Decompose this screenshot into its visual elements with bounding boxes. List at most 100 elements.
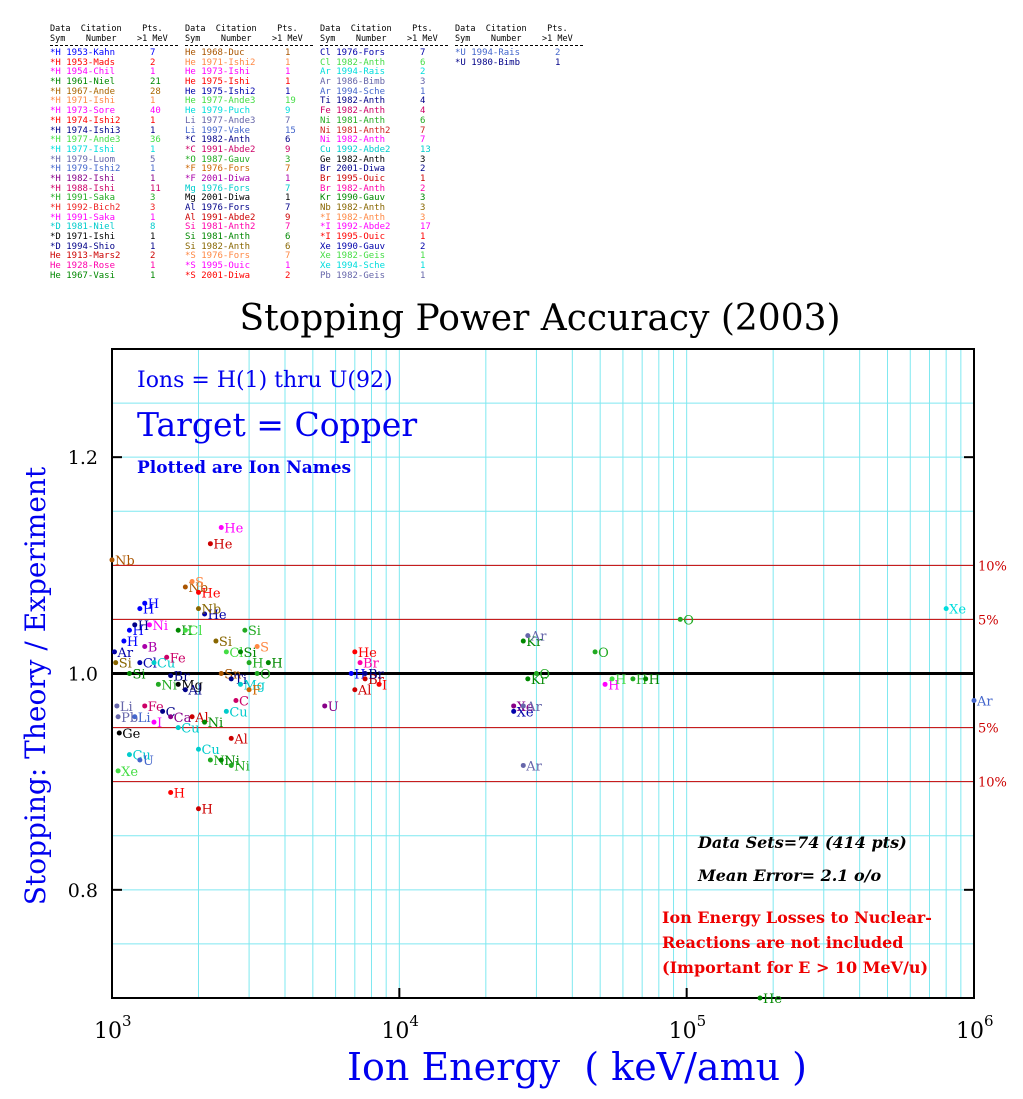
legend-entry-points: 13: [420, 144, 431, 155]
data-point-marker: [175, 627, 181, 633]
legend-entry-points: 2: [420, 164, 426, 175]
legend-header-line2: Sym Number >1 MeV: [50, 34, 168, 44]
legend-entry-points: 7: [285, 164, 291, 175]
x-tick-label: 10 3: [94, 1012, 132, 1044]
data-point: Xe: [943, 603, 966, 618]
data-point-marker: [352, 649, 358, 655]
legend-column: Data Citation Pts. Sym Number >1 MeV *H …: [50, 24, 182, 282]
data-point-marker: [228, 735, 234, 741]
data-point-label: Al: [233, 732, 248, 747]
data-point-label: Ar: [530, 630, 547, 645]
legend-entry-points: 1: [150, 173, 156, 184]
legend-rows: *H 1953-Kahn 7 *H 1953-Mads 2 *H 1954-Chil 1 *…: [50, 48, 182, 282]
legend-entry-label: *H 1979-Ishi2: [50, 164, 121, 175]
legend-entry-points: 19: [285, 96, 296, 107]
data-point: He: [757, 992, 782, 1007]
legend-entry-label: *F 2001-Diwa: [185, 173, 251, 184]
legend-entry: *H 1974-Ishi2 1: [50, 115, 182, 127]
x-tick-base: 10: [381, 1019, 409, 1044]
data-point: Kr: [520, 635, 543, 650]
data-point-label: Cu: [201, 743, 219, 758]
data-point: H: [602, 678, 619, 693]
data-point-marker: [223, 708, 229, 714]
data-point: O: [533, 668, 550, 683]
data-point-label: Xe: [121, 765, 138, 780]
data-point: H: [137, 603, 154, 618]
legend-entry-points: 1: [420, 261, 426, 272]
legend-rows: *U 1994-Rais 2 *U 1980-Bimb 1: [455, 48, 587, 69]
legend-entry-label: *U 1994-Rais: [455, 48, 521, 58]
legend-entry-points: 7: [285, 203, 291, 213]
legend-entry-points: 6: [285, 232, 291, 243]
legend-entry: Br 1995-Ouic 1: [320, 174, 452, 185]
legend-header-line1: Data Citation Pts.: [50, 24, 163, 34]
legend-entry-points: 1: [285, 173, 291, 184]
data-point: Br: [357, 657, 380, 672]
legend-entry-label: Xe 1994-Sche: [320, 261, 386, 272]
x-tick-label: 10 5: [669, 1012, 707, 1044]
legend-entry-label: *O 1987-Gauv: [185, 154, 251, 165]
legend-entry-label: *I 1995-Ouic: [320, 232, 386, 243]
legend-entry-label: Ge 1982-Anth: [320, 154, 386, 165]
legend-entry: Xe 1982-Geis 1: [320, 252, 452, 262]
legend-entry: *U 1980-Bimb 1: [455, 58, 587, 69]
data-point-label: Nb: [188, 581, 208, 596]
data-point: H: [195, 803, 213, 818]
reference-label: 10%: [978, 559, 1007, 574]
data-point: Ar: [111, 646, 134, 661]
legend-entry: Nb 1982-Anth 3: [320, 203, 452, 214]
legend-entry: Ge 1982-Anth 3: [320, 154, 452, 166]
data-point-marker: [115, 768, 121, 774]
legend-entry: He 1975-Ishi 1: [185, 77, 317, 88]
legend-entry-points: 1: [285, 67, 291, 78]
y-tick-label: 1.2: [68, 447, 98, 469]
data-point-marker: [137, 606, 143, 612]
data-point-marker: [971, 698, 977, 704]
data-point-marker: [218, 671, 224, 676]
note-line-2: Reactions are not included: [662, 933, 903, 952]
legend-entry: He 1975-Ishi2 1: [185, 86, 317, 98]
legend-entry-points: 1: [150, 125, 156, 136]
data-point-label: Li: [120, 700, 133, 715]
legend-entry-label: *H 1991-Saka: [50, 212, 116, 223]
data-point-marker: [520, 638, 526, 644]
legend-entry-points: 7: [285, 115, 291, 126]
data-point: O: [254, 668, 271, 683]
data-point-marker: [348, 671, 354, 676]
data-point-marker: [246, 687, 252, 693]
legend-entry-label: *D 1994-Shio: [50, 241, 116, 252]
legend-entry: *H 1979-Ishi2 1: [50, 165, 182, 175]
legend-entry-points: 1: [285, 86, 291, 97]
data-point-label: C: [166, 705, 176, 720]
data-point-label: He: [358, 646, 377, 661]
data-point: B: [142, 640, 157, 655]
data-point-marker: [254, 643, 260, 649]
data-point-marker: [142, 600, 148, 606]
y-tick-label: 1.0: [68, 664, 98, 686]
data-point-label: H: [132, 624, 143, 639]
legend-entry: Kr 1990-Gauv 3: [320, 194, 452, 204]
data-point-marker: [520, 703, 526, 709]
legend-entry-points: 2: [555, 48, 561, 58]
legend-entry-points: 2: [150, 57, 156, 68]
legend-entry-points: 1: [150, 115, 156, 126]
legend-entry: *D 1971-Ishi 1: [50, 232, 182, 243]
legend-entry-points: 1: [150, 96, 156, 107]
legend-entry-points: 2: [420, 183, 426, 194]
data-point-label: U: [328, 700, 339, 715]
legend-entry-label: *F 1976-Fors: [185, 164, 251, 175]
legend-entry-points: 1: [150, 212, 156, 223]
legend-entry-points: 1: [150, 270, 156, 281]
legend-entry-label: *I 1982-Anth: [320, 212, 386, 223]
data-point: Ni: [228, 759, 250, 774]
y-axis-ticks: 0.8 1.0 1.2: [68, 447, 974, 902]
legend-entry-label: Al 1976-Fors: [185, 203, 251, 213]
data-point: O: [677, 613, 694, 628]
data-point-label: Al: [187, 684, 202, 699]
data-point: Cu: [195, 743, 220, 758]
legend-entry-label: Ar 1994-Rais: [320, 67, 386, 78]
data-point: Ni: [155, 678, 177, 693]
data-point-marker: [376, 681, 382, 687]
data-point-label: Fe: [148, 700, 164, 715]
y-axis-label: Stopping: Theory / Experiment: [19, 466, 52, 905]
